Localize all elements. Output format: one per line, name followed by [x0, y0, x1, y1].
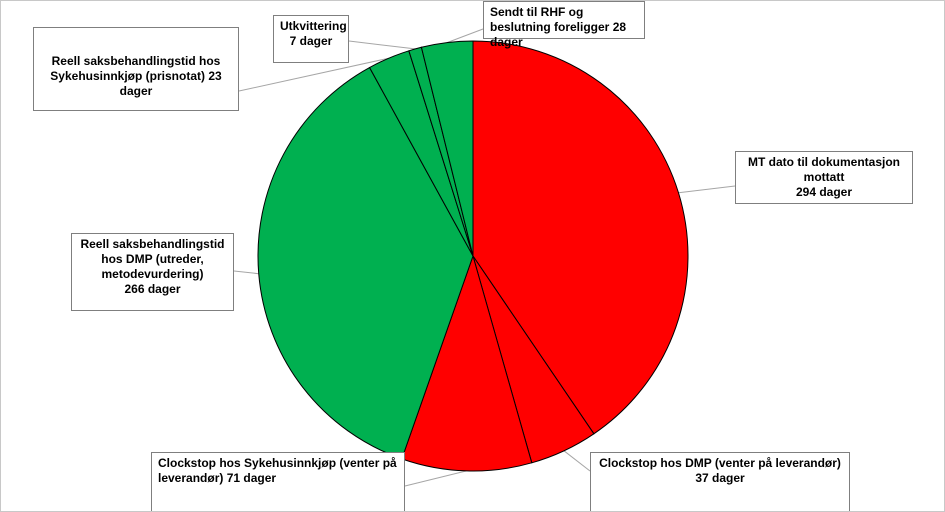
data-label-clockstop-dmp: Clockstop hos DMP (venter på leverandør)…: [590, 452, 850, 511]
leader-line-clockstop-sykehusinnkjop: [404, 470, 467, 487]
leader-lines: [233, 28, 736, 487]
leader-line-reell-dmp: [233, 270, 259, 275]
data-label-value: 294 dager: [795, 185, 853, 199]
data-label-name: Utkvittering: [280, 19, 347, 33]
pie-slice-reell-dmp: [257, 66, 474, 460]
data-label-mt-dato: MT dato til dokumentasjon mottatt 294 da…: [735, 151, 913, 204]
data-label-name: Clockstop hos DMP (venter på leverandør): [599, 456, 841, 470]
leader-line-mt-dato: [678, 185, 736, 194]
data-label-name: Reell saksbehandlingstid hos DMP (utrede…: [80, 237, 225, 281]
pie-slice-mt-dato: [472, 40, 689, 435]
data-label-value: 71 dager: [226, 471, 277, 485]
leader-line-clockstop-dmp: [563, 450, 591, 472]
data-label-value: 23 dager: [119, 69, 222, 98]
data-label-value: 28 dager: [490, 20, 627, 49]
data-label-reell-dmp: Reell saksbehandlingstid hos DMP (utrede…: [71, 233, 234, 311]
leader-line-utkvittering: [348, 40, 416, 50]
pie-slice-sendt-til-rhf: [420, 40, 474, 257]
pie-slice-clockstop-sykehusinnkjop: [401, 254, 533, 472]
leader-line-sendt-til-rhf: [446, 28, 484, 44]
data-label-value: 266 dager: [124, 282, 181, 296]
data-label-name: Clockstop hos Sykehusinnkjøp (venter på …: [158, 456, 397, 485]
data-label-clockstop-sykehusinnkjop: Clockstop hos Sykehusinnkjøp (venter på …: [151, 452, 405, 511]
data-label-name: Reell saksbehandlingstid hos Sykehusinnk…: [50, 54, 221, 83]
data-label-utkvittering: Utkvittering 7 dager: [273, 15, 349, 63]
data-label-value: 37 dager: [695, 471, 745, 485]
data-label-name: MT dato til dokumentasjon mottatt: [748, 155, 900, 184]
data-label-value: 7 dager: [289, 34, 333, 48]
pie-slices: [257, 40, 689, 472]
leader-line-reell-sykehusinnkjop: [238, 57, 389, 92]
data-label-name: Sendt til RHF og beslutning foreligger: [490, 5, 610, 34]
data-label-reell-sykehusinnkjop: Reell saksbehandlingstid hos Sykehusinnk…: [33, 27, 239, 111]
data-label-sendt-til-rhf: Sendt til RHF og beslutning foreligger 2…: [483, 1, 645, 49]
